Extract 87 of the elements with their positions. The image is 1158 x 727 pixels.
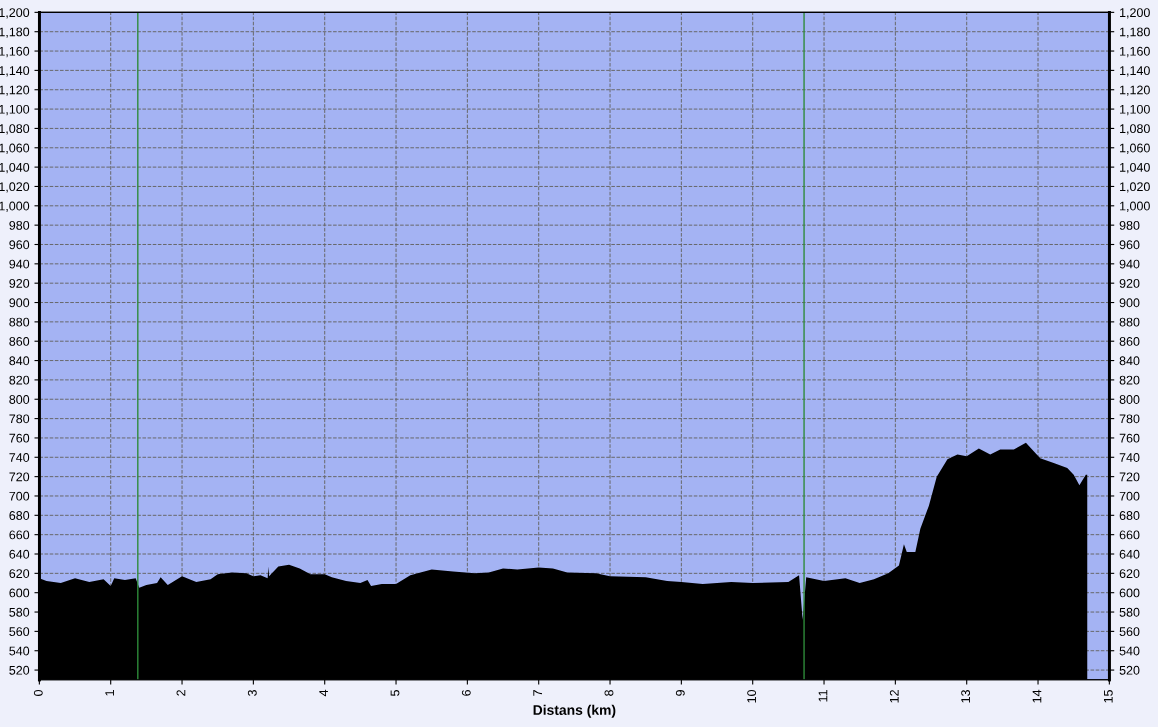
y-tick-label: 520	[9, 665, 30, 675]
x-tick-label: 13	[961, 690, 971, 703]
y-tick-label: 600	[9, 588, 30, 598]
y-tick-label: 1,140	[0, 66, 30, 77]
y-tick-label: 740	[9, 453, 30, 462]
x-tick-label: 1	[105, 690, 114, 696]
y-tick-label: 1,000	[0, 201, 30, 212]
y2-tick-label: 960	[1119, 240, 1140, 250]
y2-tick-label: 620	[1119, 569, 1140, 578]
y-tick-label: 660	[9, 530, 30, 540]
y2-tick-label: 920	[1119, 278, 1140, 288]
y2-tick-label: 840	[1119, 356, 1140, 366]
y-tick-label: 840	[9, 356, 30, 366]
y2-tick-label: 720	[1119, 472, 1140, 482]
y-tick-label: 980	[9, 220, 30, 230]
y-tick-label: 540	[9, 646, 30, 656]
y-tick-label: 1,040	[0, 162, 30, 174]
x-tick-label: 7	[533, 690, 542, 696]
x-tick-label: 0	[33, 689, 43, 696]
x-tick-label: 6	[461, 690, 471, 696]
y-tick-label: 1,100	[0, 104, 30, 116]
y2-tick-label: 940	[1119, 259, 1140, 269]
y-tick-label: 940	[9, 259, 30, 269]
y-tick-label: 900	[9, 298, 30, 308]
x-tick-label: 3	[247, 690, 257, 696]
y2-tick-label: 660	[1119, 530, 1140, 540]
x-tick-label: 8	[604, 690, 614, 696]
x-tick-label: 4	[319, 689, 328, 697]
x-tick-label: 10	[747, 689, 757, 703]
y-tick-label: 1,160	[0, 46, 30, 58]
x-axis-title: Distans (km)	[533, 704, 616, 718]
x-tick-label: 2	[176, 690, 186, 696]
y-tick-label: 960	[9, 240, 30, 250]
y2-tick-label: 540	[1119, 646, 1140, 656]
y2-tick-label: 600	[1119, 588, 1140, 598]
y-tick-label: 1,120	[0, 85, 30, 96]
y2-tick-label: 1,180	[1120, 27, 1150, 38]
y2-tick-label: 680	[1119, 511, 1140, 520]
y-tick-label: 1,020	[0, 182, 30, 193]
y2-tick-label: 900	[1119, 298, 1140, 308]
y2-tick-label: 1,020	[1120, 182, 1150, 193]
y2-tick-label: 880	[1119, 317, 1140, 327]
y-tick-label: 1,200	[0, 8, 30, 19]
y2-tick-label: 740	[1119, 453, 1140, 462]
y2-tick-label: 1,140	[1120, 66, 1150, 77]
y2-tick-label: 860	[1119, 337, 1140, 346]
y-tick-label: 920	[9, 278, 30, 288]
y-tick-label: 820	[9, 375, 30, 385]
y-tick-label: 760	[9, 433, 30, 443]
x-tick-label: 14	[1032, 689, 1042, 703]
y2-tick-label: 1,040	[1120, 162, 1150, 174]
y-tick-label: 560	[9, 627, 30, 637]
y2-tick-label: 560	[1119, 627, 1140, 637]
y-tick-label: 720	[9, 472, 30, 482]
y2-tick-label: 1,160	[1120, 46, 1150, 58]
y2-tick-label: 1,120	[1120, 85, 1150, 96]
y-tick-label: 1,180	[0, 27, 30, 38]
y-tick-label: 780	[9, 414, 30, 424]
x-tick-label: 15	[1104, 689, 1113, 703]
y-tick-label: 1,060	[0, 143, 30, 154]
y2-tick-label: 780	[1119, 414, 1140, 424]
y2-tick-label: 700	[1119, 491, 1140, 501]
y2-tick-label: 1,100	[1120, 104, 1150, 116]
x-tick-label: 9	[675, 690, 685, 696]
y-tick-label: 580	[9, 607, 30, 617]
y-tick-label: 860	[9, 337, 30, 346]
x-tick-label: 5	[390, 689, 400, 696]
y-tick-label: 680	[9, 511, 30, 520]
y2-tick-label: 820	[1119, 375, 1140, 385]
y2-tick-label: 1,080	[1120, 124, 1150, 135]
y-tick-label: 700	[9, 491, 30, 501]
y-tick-label: 640	[9, 549, 30, 559]
x-tick-label: 11	[818, 690, 828, 702]
y-tick-label: 620	[9, 569, 30, 578]
x-tick-label: 12	[889, 690, 899, 703]
y2-tick-label: 640	[1119, 549, 1140, 559]
y2-tick-label: 1,200	[1120, 8, 1150, 19]
y2-tick-label: 980	[1119, 220, 1140, 230]
y2-tick-label: 800	[1119, 395, 1140, 404]
y-tick-label: 880	[9, 317, 30, 327]
y2-tick-label: 1,060	[1120, 143, 1150, 154]
y2-tick-label: 580	[1119, 607, 1140, 617]
y-tick-label: 800	[9, 395, 30, 404]
y2-tick-label: 760	[1119, 433, 1140, 443]
y-tick-label: 1,080	[0, 124, 30, 135]
y2-tick-label: 1,000	[1120, 201, 1150, 212]
y2-tick-label: 520	[1119, 665, 1140, 675]
